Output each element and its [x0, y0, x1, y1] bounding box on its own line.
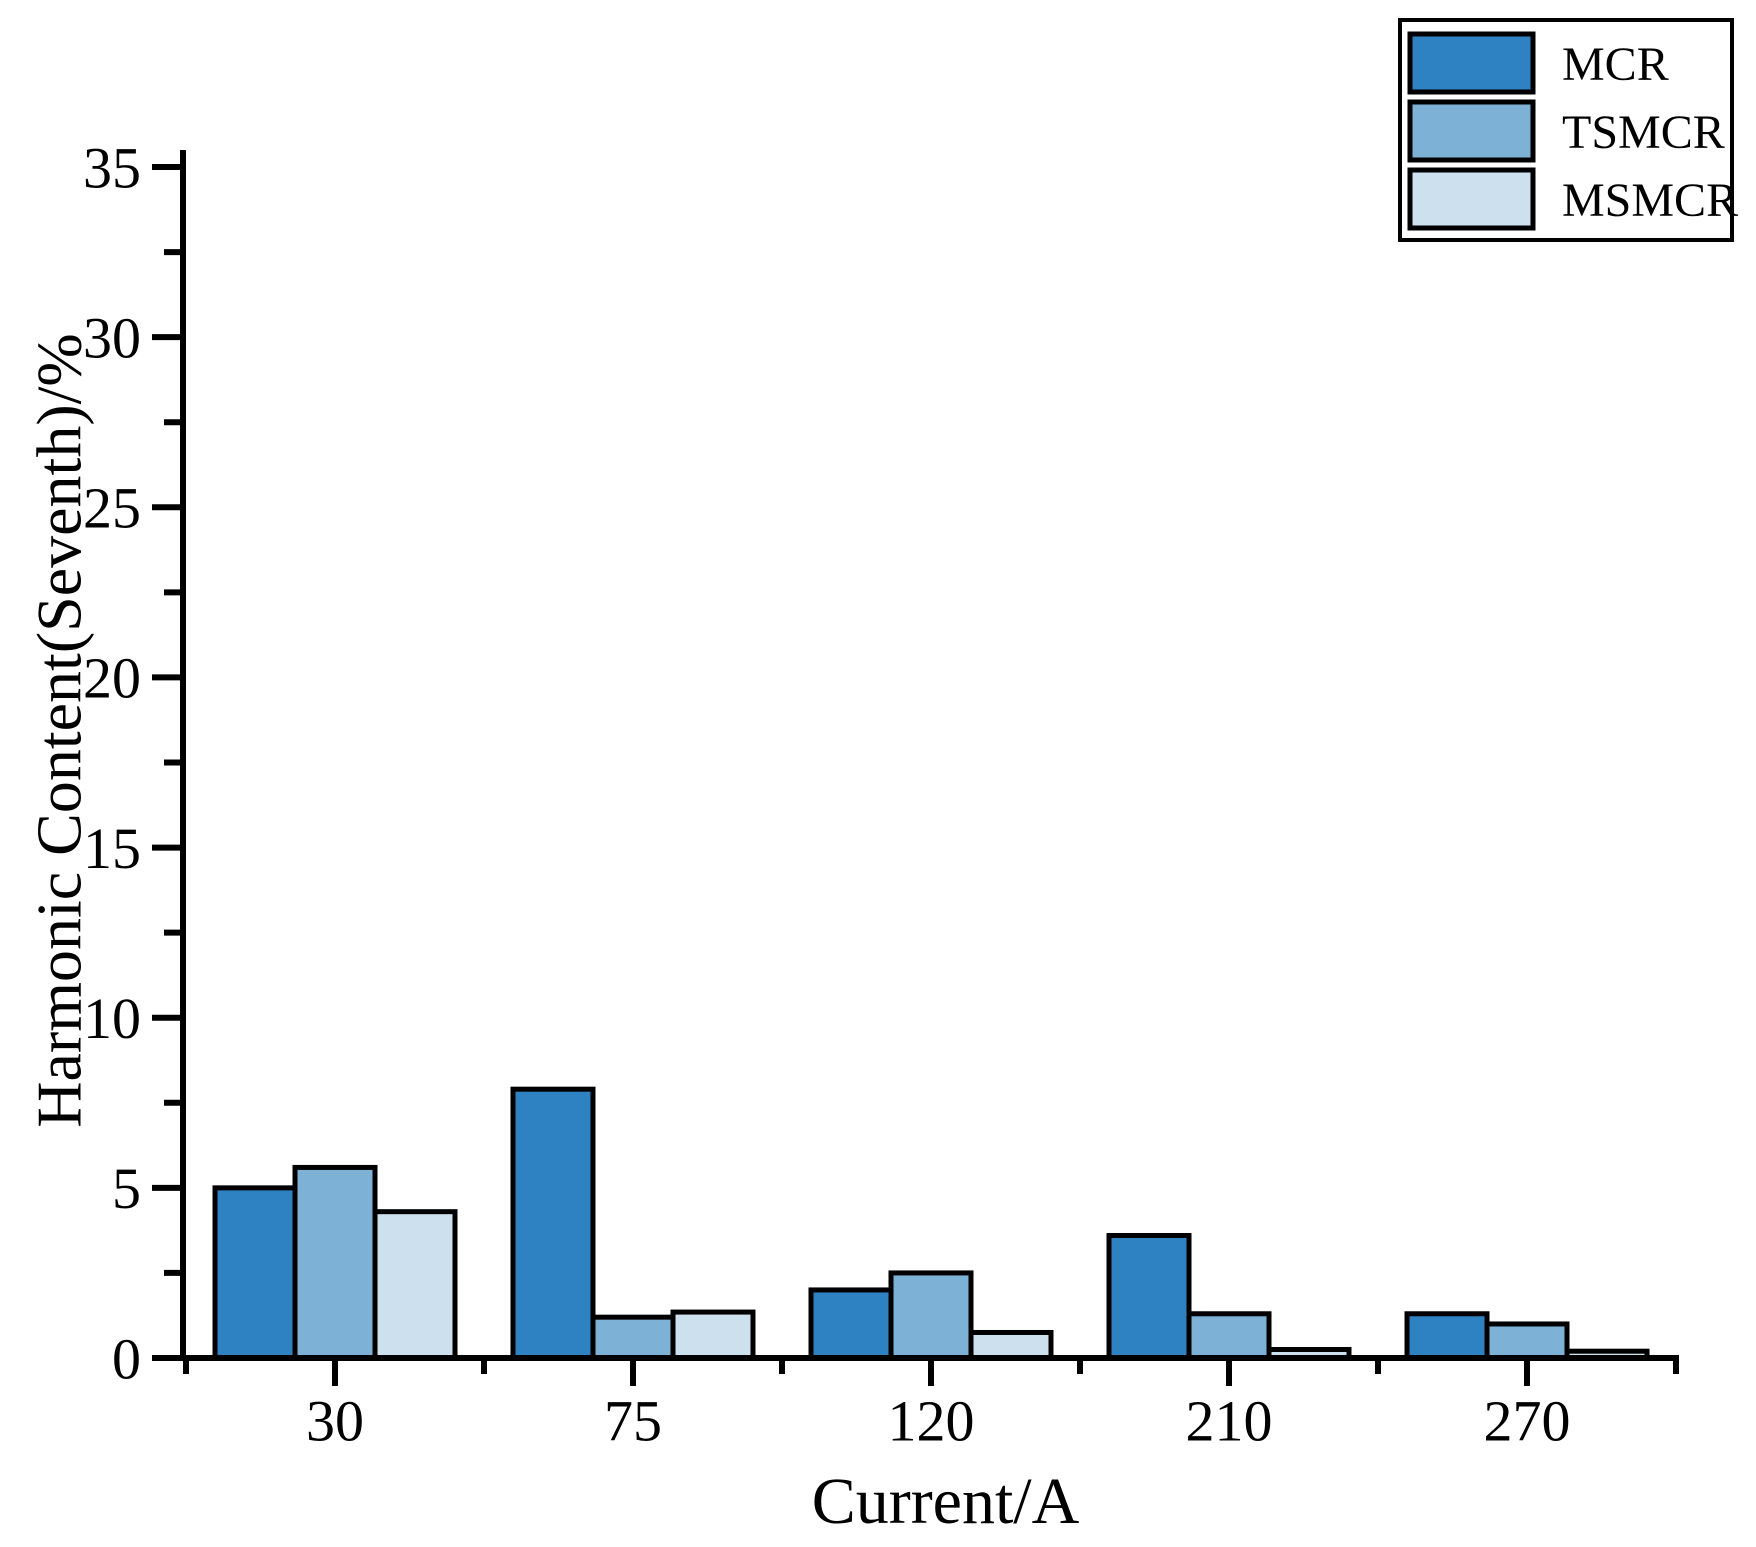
bar-mcr-30 [212, 1185, 298, 1361]
bar-tsmcr-30 [292, 1164, 378, 1361]
legend-label-tsmcr: TSMCR [1562, 106, 1725, 159]
y-axis-tick-label-30: 30 [83, 305, 141, 370]
bar-mcr-270 [1404, 1311, 1490, 1361]
x-axis-tick-label-30: 30 [306, 1388, 364, 1453]
y-axis-tick-label-20: 20 [83, 646, 141, 711]
y-axis-tick-label-35: 35 [83, 135, 141, 200]
legend-label-mcr: MCR [1562, 38, 1669, 91]
y-axis-tick-label-5: 5 [112, 1156, 141, 1221]
x-axis-tick-label-210: 210 [1186, 1388, 1273, 1453]
y-axis-tick-label-0: 0 [112, 1326, 141, 1391]
y-axis-tick-label-15: 15 [83, 816, 141, 881]
bar-mcr-75 [510, 1086, 596, 1361]
legend-swatch-tsmcr [1407, 99, 1536, 163]
bar-mcr-120 [808, 1287, 894, 1361]
bar-mcr-210 [1106, 1232, 1192, 1361]
legend-label-msmcr: MSMCR [1562, 174, 1738, 227]
x-axis-tick-label-270: 270 [1484, 1388, 1571, 1453]
bar-msmcr-75 [670, 1309, 756, 1361]
y-axis-title: Harmonic Content(Seventh)/% [23, 333, 94, 1127]
bar-msmcr-120 [968, 1329, 1054, 1361]
legend-swatch-mcr [1407, 31, 1536, 95]
legend-swatch-msmcr [1407, 167, 1536, 231]
bar-tsmcr-120 [888, 1270, 974, 1361]
y-axis-tick-label-10: 10 [83, 986, 141, 1051]
x-axis-tick-label-75: 75 [604, 1388, 662, 1453]
x-axis-title: Current/A [812, 1465, 1080, 1538]
bar-tsmcr-75 [590, 1314, 676, 1361]
x-axis-tick-label-120: 120 [888, 1388, 975, 1453]
bar-tsmcr-210 [1186, 1311, 1272, 1361]
bar-msmcr-30 [372, 1209, 458, 1361]
bar-tsmcr-270 [1484, 1321, 1570, 1361]
y-axis-tick-label-25: 25 [83, 476, 141, 541]
